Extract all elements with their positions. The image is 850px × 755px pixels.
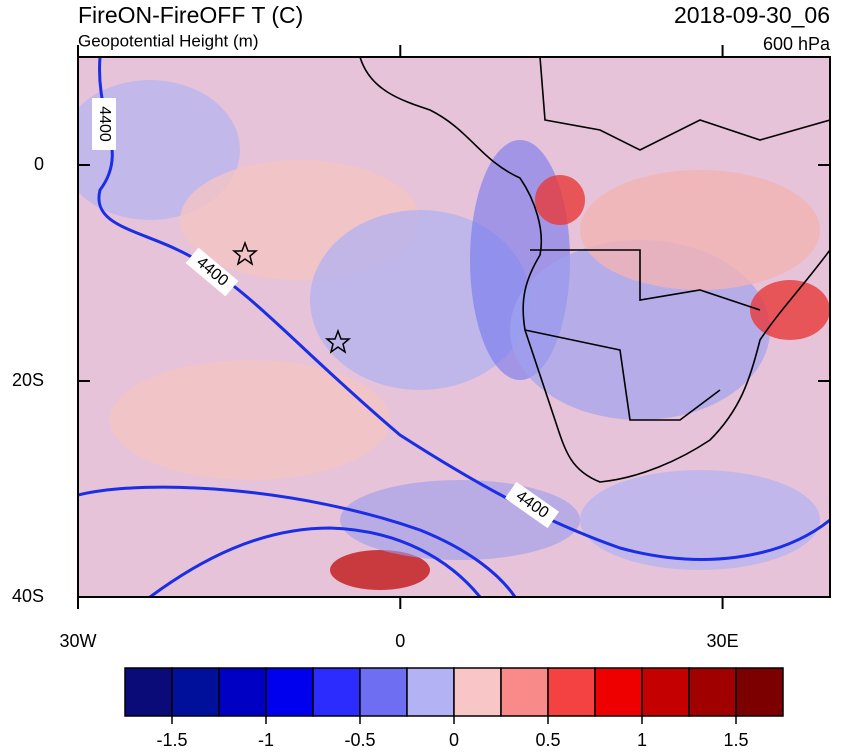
colorbar-box [359,667,408,717]
y-tick-label: 20S [12,370,44,390]
stars [231,240,352,354]
colorbar: -1.5 -1 -0.5 0 0.5 1 1.5 [124,667,784,750]
colorbar-box [641,667,690,717]
geopotential-contours [78,57,830,597]
colorbar-tick-label: 1.5 [723,730,748,750]
title: FireON-FireOFF T (C) [78,2,303,28]
colorbar-tick-label: 1 [637,730,647,750]
colorbar-box [594,667,643,717]
plot-frame [77,56,831,598]
pressure-level: 600 hPa [763,34,831,54]
colorbar-box [124,667,173,717]
subtitle: Geopotential Height (m) [78,31,258,50]
colorbar-tick-label: 0 [449,730,459,750]
x-tick-label: 30W [59,631,96,651]
x-tick-label: 30E [707,631,739,651]
colorbar-box [218,667,267,717]
colorbar-tick-label: -1.5 [156,730,187,750]
colorbar-tick-label: -1 [258,730,274,750]
contour-label: 4400 [96,106,113,142]
date: 2018-09-30_06 [674,2,830,28]
x-tick-label: 0 [395,631,405,651]
axes: 30W 0 30E 0 20S 40S [12,45,830,651]
colorbar-box [312,667,361,717]
colorbar-box [265,667,314,717]
colorbar-tick-label: -0.5 [344,730,375,750]
coastlines [359,57,830,483]
colorbar-tick-label: 0.5 [535,730,560,750]
colorbar-box [688,667,737,717]
colorbar-box [500,667,549,717]
colorbar-box [453,667,502,717]
colorbar-box [171,667,220,717]
y-tick-label: 0 [34,154,44,174]
colorbar-box [735,667,784,717]
colorbar-box [406,667,455,717]
temperature-field [78,57,830,597]
y-tick-label: 40S [12,586,44,606]
colorbar-box [547,667,596,717]
